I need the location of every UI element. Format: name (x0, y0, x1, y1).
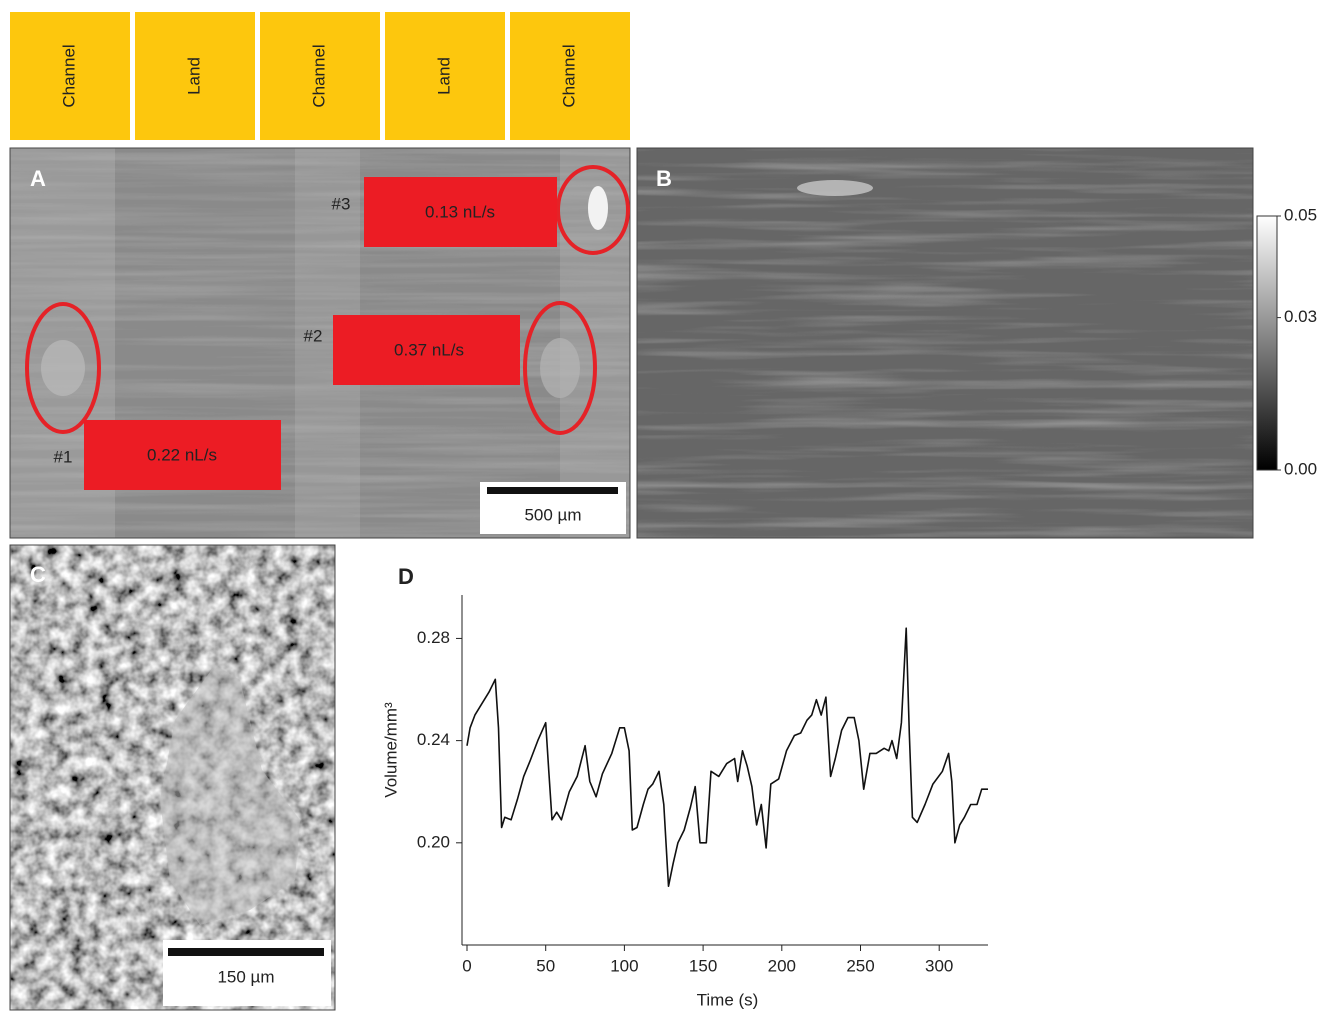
colorbar-tick-label: 0.00 (1284, 459, 1317, 478)
y-tick-label: 0.20 (417, 832, 450, 851)
panel-c: 150 µm C (10, 545, 335, 1010)
y-tick-label: 0.24 (417, 730, 450, 749)
colorbar-ticks: 0.05 0.03 0.00 (1277, 205, 1317, 478)
y-axis-label: Volume/mm³ (381, 702, 400, 798)
panel-label: C (30, 562, 46, 587)
cell-id: #3 (332, 194, 351, 213)
scale-label: 150 µm (217, 967, 274, 986)
x-tick-label: 300 (925, 956, 953, 975)
cell-id: #1 (54, 447, 73, 466)
panel-label: A (30, 166, 46, 191)
panel-a: 0.13 nL/s 0.37 nL/s 0.22 nL/s #3 #2 #1 5… (10, 148, 630, 538)
scale-bar (487, 487, 618, 494)
x-tick-label: 150 (689, 956, 717, 975)
spot (797, 180, 873, 196)
cell (41, 340, 85, 396)
panel-label: B (656, 166, 672, 191)
rate-label: 0.13 nL/s (425, 202, 495, 221)
cell (540, 338, 580, 398)
rate-label: 0.22 nL/s (147, 445, 217, 464)
x-axis-label: Time (s) (697, 990, 759, 1009)
y-tick-label: 0.28 (417, 628, 450, 647)
colorbar (1257, 216, 1277, 470)
panel-b: B 0.05 0.03 0.00 (637, 148, 1317, 538)
colorbar-tick-label: 0.03 (1284, 307, 1317, 326)
header-label: Channel (559, 44, 578, 107)
image-texture (637, 148, 1253, 538)
x-tick-label: 0 (462, 956, 471, 975)
header-label: Channel (309, 44, 328, 107)
cell (588, 186, 608, 230)
x-tick-label: 100 (610, 956, 638, 975)
x-tick-label: 250 (846, 956, 874, 975)
panel-d: D 0.20 0.24 0.28 0 50 100 150 200 250 300 Time (s)… (381, 564, 988, 1010)
header: Channel Land Channel Land Channel (10, 12, 630, 140)
panel-label: D (398, 564, 414, 589)
x-tick-label: 200 (768, 956, 796, 975)
cell-id: #2 (304, 326, 323, 345)
scale-label: 500 µm (524, 505, 581, 524)
x-tick-label: 50 (536, 956, 555, 975)
colorbar-tick-label: 0.05 (1284, 205, 1317, 224)
scale-bar (168, 948, 324, 956)
header-label: Land (434, 57, 453, 95)
header-label: Land (184, 57, 203, 95)
data-line (467, 628, 988, 886)
figure: Channel Land Channel Land Channel 0.13 n… (0, 0, 1329, 1013)
header-label: Channel (59, 44, 78, 107)
rate-label: 0.37 nL/s (394, 340, 464, 359)
